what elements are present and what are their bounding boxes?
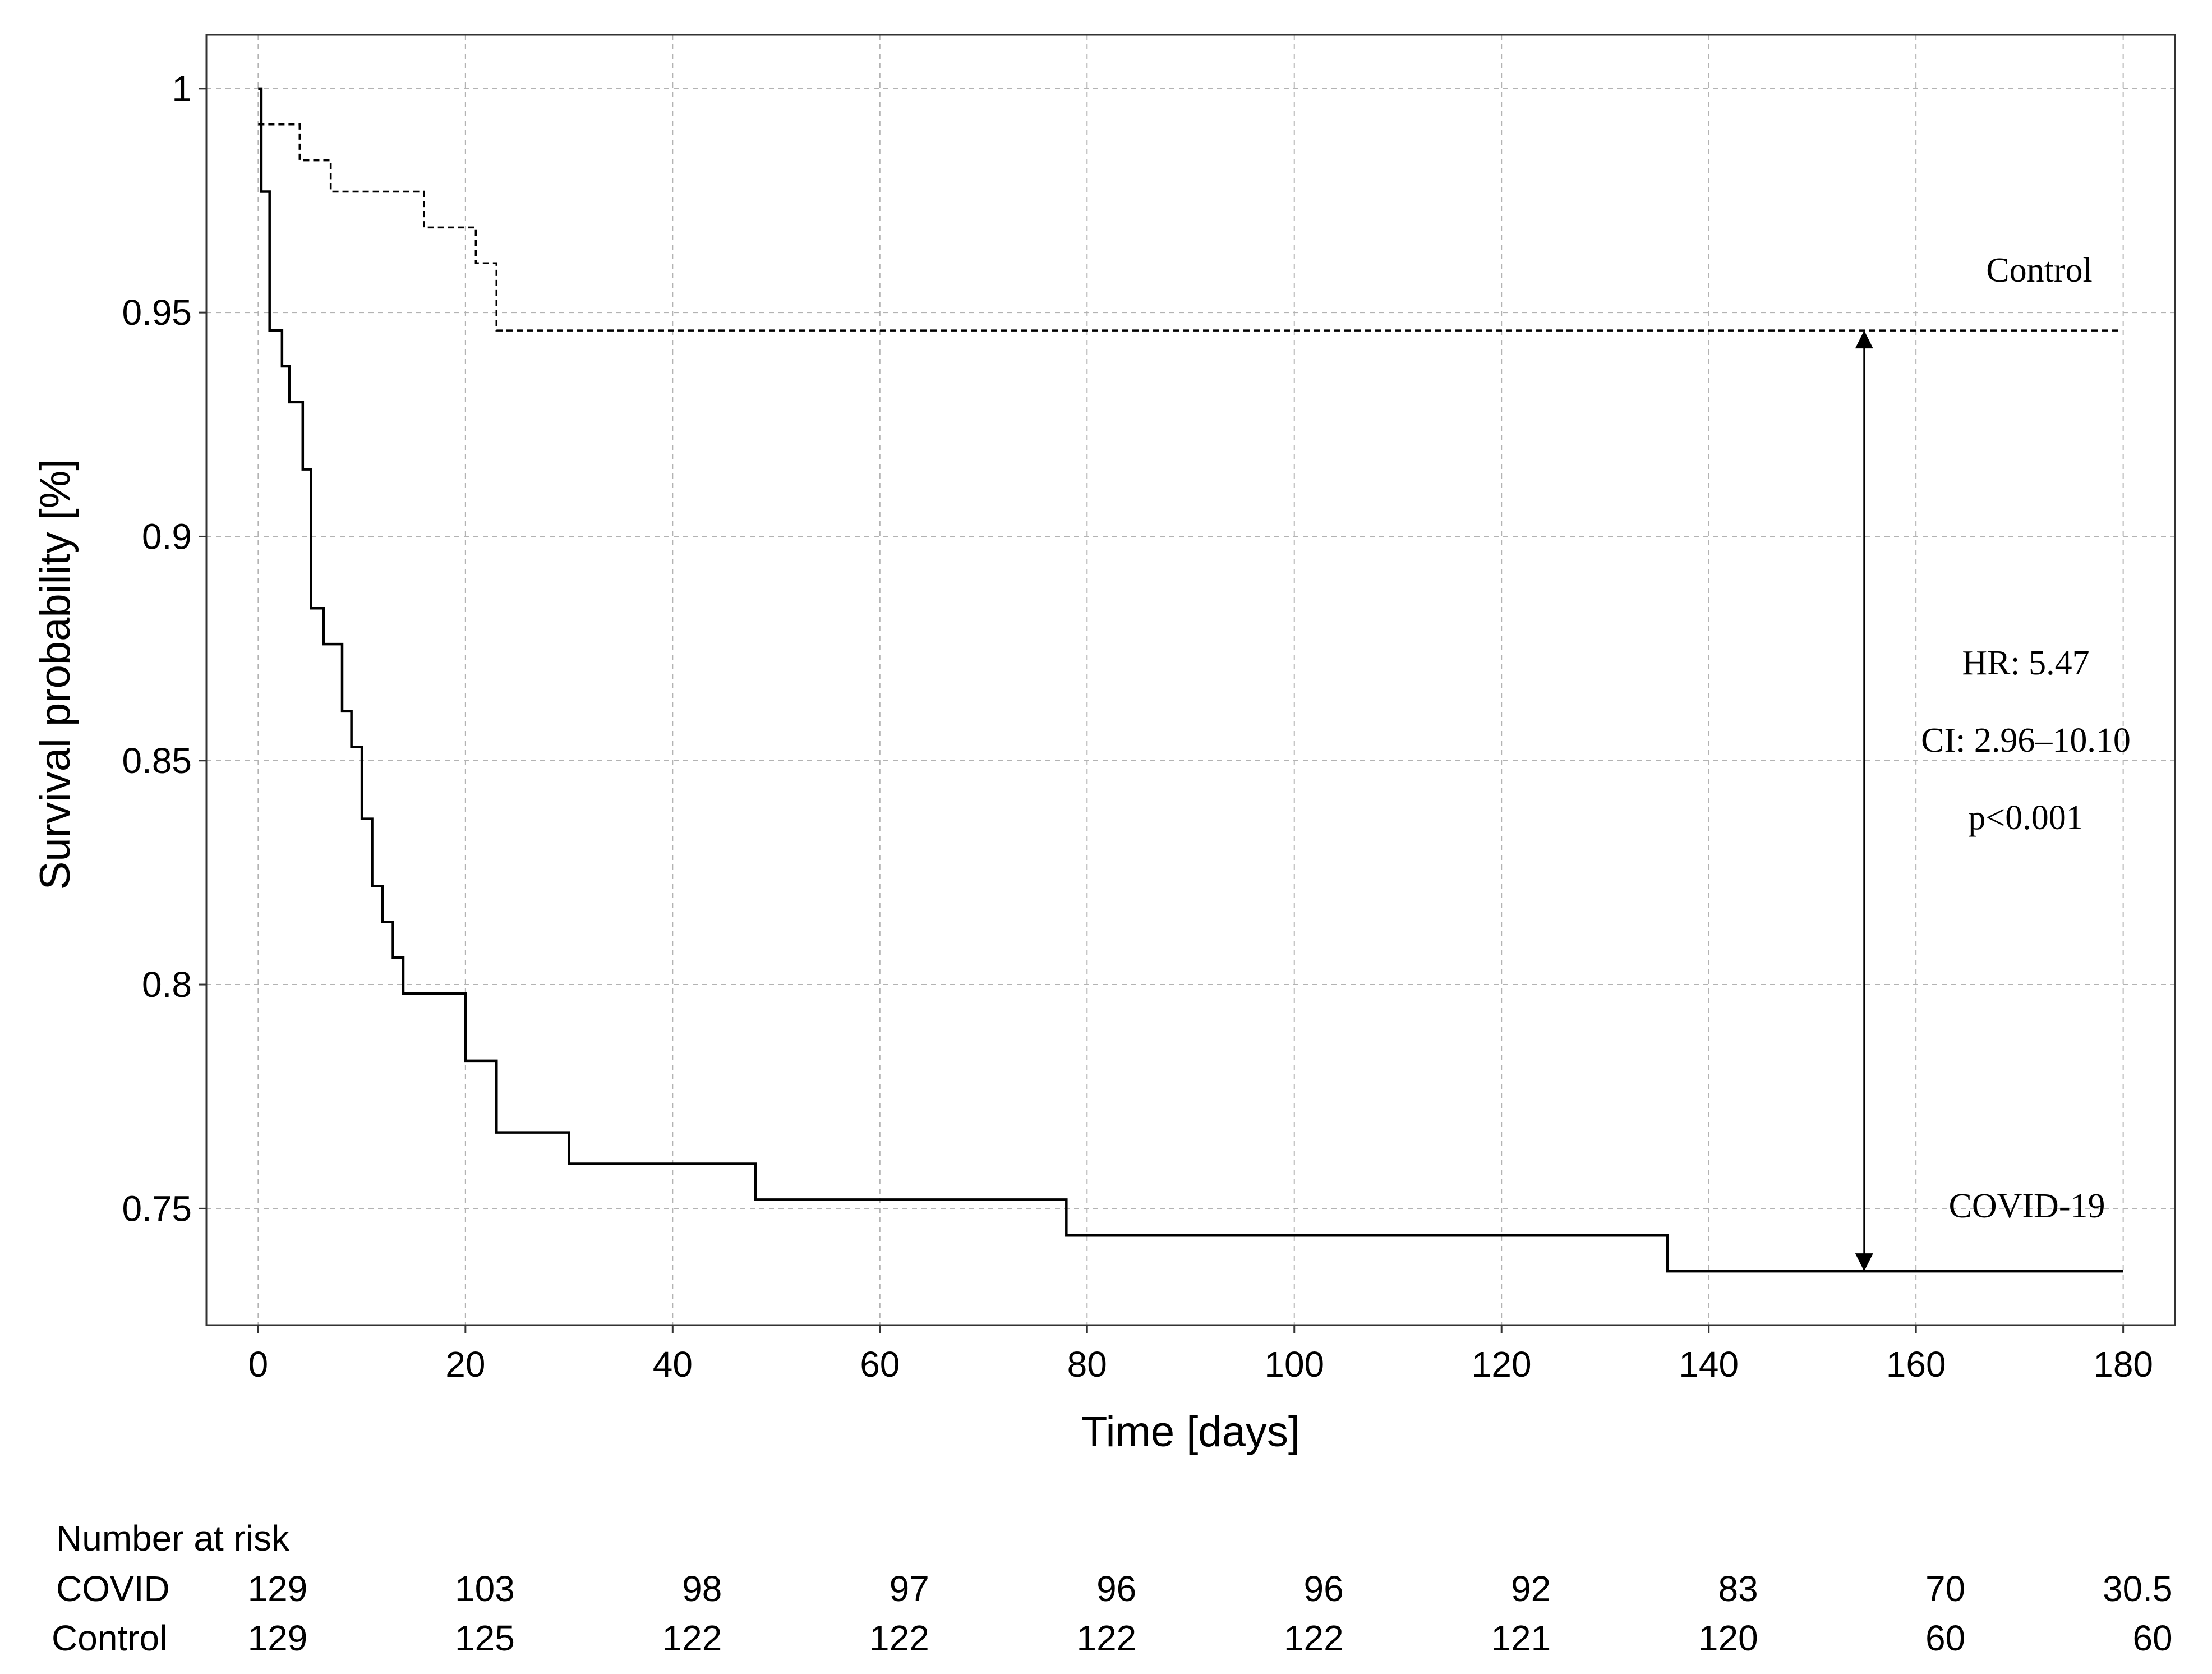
series-label-covid: COVID-19 — [1949, 1187, 2105, 1225]
survival-curves — [258, 87, 2123, 1273]
survival-curve-control — [258, 123, 2118, 332]
plot-frame — [205, 34, 2176, 1326]
arrow-head-down — [1855, 1253, 1873, 1272]
hazard-ratio-arrow — [1855, 330, 1873, 1272]
risk-value: 129 — [248, 1569, 308, 1609]
y-tick-label: 1 — [172, 68, 192, 109]
risk-value: 96 — [1304, 1569, 1344, 1609]
risk-value: 122 — [1284, 1618, 1344, 1658]
x-tick-label: 60 — [860, 1344, 900, 1385]
risk-value: 92 — [1511, 1569, 1551, 1609]
x-tick-label: 160 — [1886, 1344, 1946, 1385]
x-tick-label: 40 — [653, 1344, 693, 1385]
risk-value: 98 — [682, 1569, 722, 1609]
number-at-risk-table: Number at risk COVID 129 103 98 97 96 96 92 83 70… — [52, 1518, 2173, 1658]
y-tick-label: 0.8 — [142, 964, 192, 1005]
risk-value: 122 — [869, 1618, 929, 1658]
risk-row-label: COVID — [56, 1569, 170, 1609]
risk-value: 121 — [1491, 1618, 1551, 1658]
x-tick-label: 80 — [1067, 1344, 1107, 1385]
x-tick-label: 20 — [445, 1344, 485, 1385]
risk-value: 60 — [1925, 1618, 1965, 1658]
x-tick-label: 100 — [1264, 1344, 1324, 1385]
risk-value: 30.5 — [2103, 1569, 2173, 1609]
grid-lines — [206, 35, 2175, 1325]
risk-value: 96 — [1096, 1569, 1136, 1609]
y-tick-label: 0.75 — [122, 1188, 192, 1229]
y-tick-label: 0.9 — [142, 516, 192, 557]
risk-value: 60 — [2132, 1618, 2172, 1658]
risk-value: 103 — [455, 1569, 515, 1609]
y-tick-label: 0.95 — [122, 292, 192, 333]
annotation-confidence-interval: CI: 2.96–10.10 — [1921, 721, 2131, 760]
series-label-control: Control — [1986, 251, 2092, 289]
risk-value: 83 — [1718, 1569, 1758, 1609]
x-tick-label: 0 — [248, 1344, 269, 1385]
x-tick-label: 180 — [2093, 1344, 2153, 1385]
y-axis-title: Survival probability [%] — [31, 459, 79, 890]
annotation-hazard-ratio: HR: 5.47 — [1962, 644, 2089, 682]
x-tick-label: 120 — [1472, 1344, 1532, 1385]
annotation-p-value: p<0.001 — [1968, 799, 2083, 837]
risk-value: 70 — [1925, 1569, 1965, 1609]
arrow-head-up — [1855, 330, 1873, 349]
risk-value: 97 — [890, 1569, 929, 1609]
survival-curve-covid — [258, 87, 2123, 1273]
risk-row-label: Control — [52, 1618, 167, 1658]
risk-value: 122 — [662, 1618, 722, 1658]
risk-value: 129 — [248, 1618, 308, 1658]
y-tick-label: 0.85 — [122, 741, 192, 781]
x-axis-title: Time [days] — [1081, 1408, 1300, 1456]
risk-table-title: Number at risk — [56, 1518, 290, 1558]
axis-ticks: 0 20 40 60 80 100 120 140 160 180 0.75 0.8 0.85 0.9 0.… — [122, 68, 2153, 1385]
risk-value: 122 — [1076, 1618, 1136, 1658]
x-tick-label: 140 — [1679, 1344, 1739, 1385]
risk-value: 125 — [455, 1618, 515, 1658]
risk-value: 120 — [1698, 1618, 1758, 1658]
